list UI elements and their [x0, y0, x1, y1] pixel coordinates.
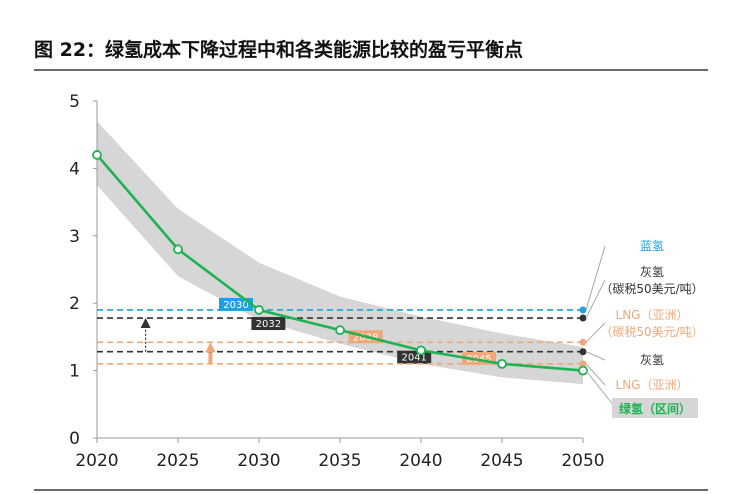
- ref-line-end-dot: [579, 348, 587, 356]
- y-tick-label: 1: [69, 362, 80, 382]
- chart-title: 图 22：绿氢成本下降过程中和各类能源比较的盈亏平衡点: [34, 38, 523, 61]
- ref-line-label: 蓝氢: [640, 238, 664, 253]
- ref-line-label: （碳税50美元/吨）: [600, 325, 703, 339]
- ref-line-end-dot: [579, 360, 587, 368]
- data-point: [497, 358, 507, 369]
- ref-label-leader: [585, 245, 606, 311]
- ref-line-label: 灰氢: [640, 352, 664, 367]
- green-h2-range-band: [97, 121, 583, 385]
- crossing-year-tag: [219, 297, 253, 311]
- ref-label-leader: [585, 363, 606, 386]
- crossing-year-label: 2041: [401, 353, 426, 364]
- plot-area: 0 1 2 3 4 5 2020 2025 2030 2035 2040 2045 2050 2030 蓝氢…: [69, 92, 703, 471]
- series-label: 绿氢（区间）: [619, 401, 691, 416]
- ref-line-label: LNG（亚洲）: [616, 308, 689, 322]
- crossing-year-label: 2030: [223, 300, 248, 311]
- ref-line-end-dot: [579, 314, 587, 322]
- series-label-leader: [585, 370, 615, 407]
- y-tick-label: 4: [69, 159, 80, 179]
- carbon-tax-arrow-head: [140, 318, 151, 329]
- data-point: [578, 365, 588, 376]
- y-tick-label: 2: [69, 294, 80, 314]
- crossing-year-tag: [251, 317, 286, 331]
- ref-label-leader: [585, 322, 606, 343]
- ref-line-end-dot: [579, 306, 587, 314]
- x-tick-label: 2030: [237, 451, 280, 471]
- data-point: [335, 325, 345, 336]
- x-tick-label: 2020: [75, 451, 118, 471]
- y-tick-label: 3: [69, 227, 80, 247]
- data-point: [416, 345, 426, 356]
- y-tick-label: 0: [69, 429, 80, 449]
- ref-label-leader: [585, 279, 606, 319]
- data-point: [254, 305, 264, 315]
- ref-line-label: LNG（亚洲）: [616, 378, 689, 392]
- series-label-box: [612, 398, 698, 418]
- ref-line-end-dot: [579, 338, 587, 346]
- ref-label-leader: [585, 351, 606, 361]
- x-tick-label: 2035: [318, 451, 361, 471]
- data-point: [173, 244, 183, 255]
- x-tick-label: 2040: [399, 451, 442, 471]
- y-tick-label: 5: [69, 92, 80, 112]
- data-point: [92, 150, 102, 160]
- x-tick-label: 2045: [480, 451, 523, 471]
- x-tick-label: 2025: [156, 451, 199, 471]
- ref-line-label: （碳税50美元/吨）: [600, 282, 703, 296]
- x-tick-label: 2050: [561, 451, 604, 471]
- ref-line-label: 灰氢: [640, 264, 664, 279]
- carbon-tax-arrow-head: [205, 342, 216, 353]
- crossing-year-label: 2032: [256, 319, 281, 330]
